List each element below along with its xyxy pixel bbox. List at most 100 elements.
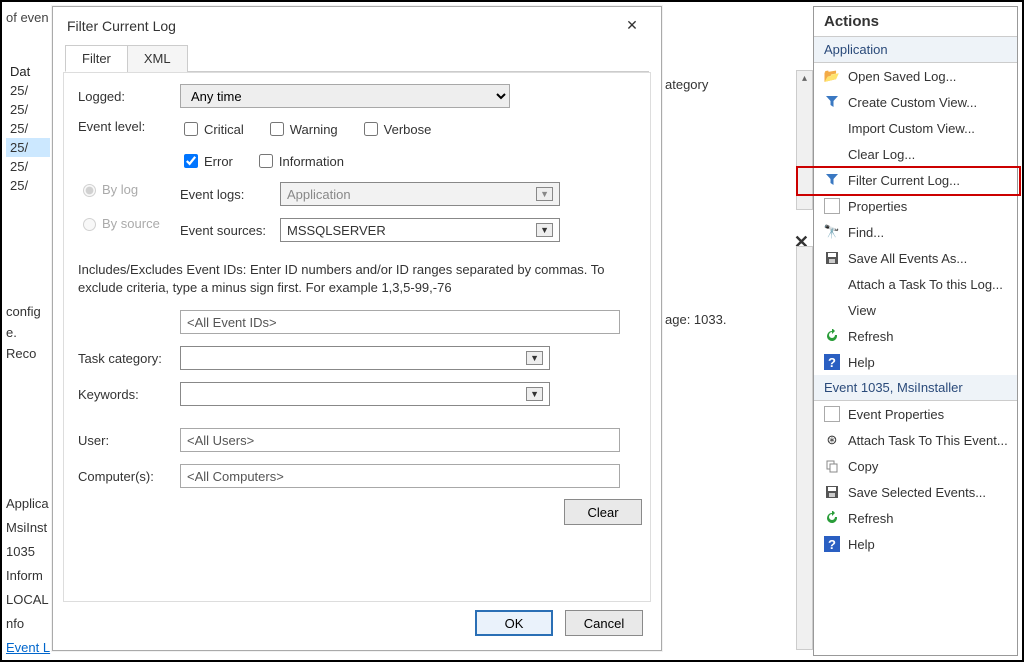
bg-event-list: Dat 25/25/25/25/25/25/: [6, 62, 50, 195]
action-label: View: [848, 303, 876, 318]
label-event-sources: Event sources:: [180, 223, 280, 238]
computers-input[interactable]: [180, 464, 620, 488]
chevron-down-icon[interactable]: ▼: [526, 351, 543, 365]
bg-detail-left: config e. Reco: [6, 302, 50, 364]
action-attach-task-to-this-event[interactable]: ⊛Attach Task To This Event...: [814, 427, 1017, 453]
copy-icon: [824, 458, 840, 474]
action-save-selected-events[interactable]: Save Selected Events...: [814, 479, 1017, 505]
event-ids-input[interactable]: [180, 310, 620, 334]
bg-detail-right: age: 1033.: [665, 312, 726, 327]
action-event-properties[interactable]: Event Properties: [814, 401, 1017, 427]
action-label: Attach a Task To this Log...: [848, 277, 1003, 292]
task-category-dropdown[interactable]: ▼: [180, 346, 550, 370]
scroll-up-icon[interactable]: ▴: [797, 71, 812, 88]
user-input[interactable]: [180, 428, 620, 452]
checkbox-verbose[interactable]: Verbose: [360, 119, 432, 139]
actions-pane: Actions Application 📂 Open Saved Log... Cr…: [813, 6, 1018, 656]
keywords-dropdown[interactable]: ▼: [180, 382, 550, 406]
action-label: Save All Events As...: [848, 251, 967, 266]
action-label: Create Custom View...: [848, 95, 977, 110]
action-properties[interactable]: Properties: [814, 193, 1017, 219]
chevron-down-icon[interactable]: ▼: [526, 387, 543, 401]
refresh-icon: [824, 510, 840, 526]
save-icon: [824, 250, 840, 266]
action-label: Refresh: [848, 511, 894, 526]
action-label: Clear Log...: [848, 147, 915, 162]
actions-header: Actions: [814, 7, 1017, 37]
action-copy[interactable]: Copy: [814, 453, 1017, 479]
chevron-down-icon[interactable]: ▼: [536, 223, 553, 237]
actions-group-event: Event 1035, MsiInstaller: [814, 375, 1017, 401]
action-label: Help: [848, 355, 875, 370]
help-icon: ?: [824, 354, 840, 370]
chevron-down-icon: ▼: [536, 187, 553, 201]
action-label: Attach Task To This Event...: [848, 433, 1008, 448]
action-find[interactable]: 🔭 Find...: [814, 219, 1017, 245]
action-refresh[interactable]: Refresh: [814, 323, 1017, 349]
funnel-icon: [824, 172, 840, 188]
action-label: Event Properties: [848, 407, 944, 422]
checkbox-error[interactable]: Error: [180, 151, 233, 171]
action-label: Find...: [848, 225, 884, 240]
label-event-logs: Event logs:: [180, 187, 280, 202]
refresh-icon: [824, 328, 840, 344]
action-filter-current-log[interactable]: Filter Current Log...: [814, 167, 1017, 193]
include-exclude-description: Includes/Excludes Event IDs: Enter ID nu…: [78, 261, 636, 297]
find-icon: 🔭: [824, 224, 840, 240]
list-item[interactable]: 25/: [6, 157, 50, 176]
action-label: Help: [848, 537, 875, 552]
bg-scrollbar-lower[interactable]: [796, 246, 813, 650]
action-label: Copy: [848, 459, 878, 474]
save-icon: [824, 484, 840, 500]
list-item[interactable]: 25/: [6, 81, 50, 100]
action-label: Filter Current Log...: [848, 173, 960, 188]
event-sources-dropdown[interactable]: MSSQLSERVER ▼: [280, 218, 560, 242]
folder-icon: 📂: [824, 68, 840, 84]
bg-category-header: ategory: [665, 77, 708, 92]
checkbox-critical[interactable]: Critical: [180, 119, 244, 139]
help-icon: ?: [824, 536, 840, 552]
action-label: Save Selected Events...: [848, 485, 986, 500]
dialog-tabs: Filter XML: [65, 44, 649, 72]
properties-icon: [824, 406, 840, 422]
clear-button[interactable]: Clear: [564, 499, 642, 525]
bg-list-header: Dat: [6, 62, 50, 81]
action-view[interactable]: View: [814, 297, 1017, 323]
cancel-button[interactable]: Cancel: [565, 610, 643, 636]
radio-by-source[interactable]: By source: [78, 215, 180, 231]
action-label: Refresh: [848, 329, 894, 344]
radio-by-log[interactable]: By log: [78, 181, 180, 197]
action-clear-log[interactable]: Clear Log...: [814, 141, 1017, 167]
list-item[interactable]: 25/: [6, 138, 50, 157]
label-computers: Computer(s):: [78, 469, 180, 484]
label-logged: Logged:: [78, 89, 180, 104]
event-logs-dropdown: Application ▼: [280, 182, 560, 206]
list-item[interactable]: 25/: [6, 100, 50, 119]
action-label: Properties: [848, 199, 907, 214]
checkbox-warning[interactable]: Warning: [266, 119, 338, 139]
list-item[interactable]: 25/: [6, 176, 50, 195]
action-open-saved-log[interactable]: 📂 Open Saved Log...: [814, 63, 1017, 89]
label-keywords: Keywords:: [78, 387, 180, 402]
action-import-custom-view[interactable]: Import Custom View...: [814, 115, 1017, 141]
dialog-close-button[interactable]: ✕: [617, 17, 647, 34]
actions-group-application: Application: [814, 37, 1017, 63]
bg-scrollbar[interactable]: ▴: [796, 70, 813, 210]
action-attach-a-task-to-this-log[interactable]: Attach a Task To this Log...: [814, 271, 1017, 297]
action-refresh[interactable]: Refresh: [814, 505, 1017, 531]
action-save-all-events-as[interactable]: Save All Events As...: [814, 245, 1017, 271]
filter-dialog: Filter Current Log ✕ Filter XML Logged: …: [52, 6, 662, 651]
list-item[interactable]: 25/: [6, 119, 50, 138]
dialog-title: Filter Current Log: [67, 18, 176, 34]
tab-xml[interactable]: XML: [127, 45, 188, 72]
properties-icon: [824, 198, 840, 214]
action-label: Open Saved Log...: [848, 69, 956, 84]
event-log-online-help-link[interactable]: Event L: [6, 640, 50, 655]
tab-filter[interactable]: Filter: [65, 45, 128, 72]
checkbox-information[interactable]: Information: [255, 151, 344, 171]
action-create-custom-view[interactable]: Create Custom View...: [814, 89, 1017, 115]
logged-dropdown[interactable]: Any time: [180, 84, 510, 108]
action-help[interactable]: ? Help: [814, 349, 1017, 375]
ok-button[interactable]: OK: [475, 610, 553, 636]
action-help[interactable]: ? Help: [814, 531, 1017, 557]
